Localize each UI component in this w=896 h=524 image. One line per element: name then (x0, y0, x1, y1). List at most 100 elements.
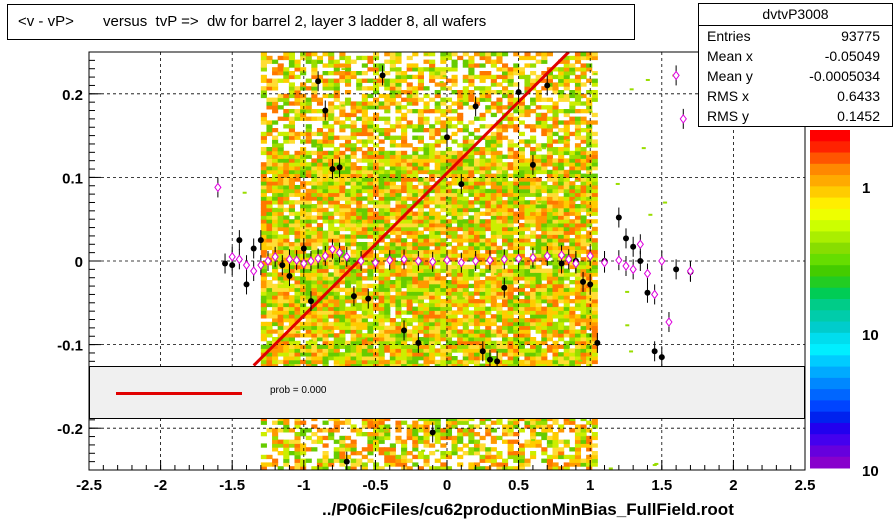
histogram-cell (406, 466, 413, 470)
histogram-cell (435, 449, 440, 452)
histogram-cell (558, 439, 565, 444)
histogram-cell (496, 128, 503, 133)
histogram-cell (356, 325, 363, 330)
histogram-cell (423, 363, 430, 368)
histogram-cell (316, 97, 324, 102)
histogram-cell (558, 139, 565, 144)
histogram-cell (294, 223, 301, 228)
histogram-cell (344, 226, 352, 232)
histogram-cell (417, 306, 424, 311)
histogram-cell (507, 188, 514, 194)
histogram-cell (507, 215, 514, 220)
histogram-cell (395, 52, 402, 57)
histogram-cell (316, 169, 324, 175)
histogram-cell (305, 272, 312, 277)
histogram-cell (502, 333, 509, 338)
histogram-cell (479, 314, 486, 319)
histogram-cell (490, 257, 497, 262)
histogram-cell (333, 169, 340, 175)
histogram-cell (524, 424, 531, 429)
histogram-cell (541, 272, 548, 277)
histogram-cell (574, 147, 582, 152)
histogram-cell (615, 182, 620, 185)
histogram-cell (378, 359, 385, 365)
histogram-cell (591, 238, 598, 243)
histogram-cell (479, 363, 486, 368)
histogram-cell (412, 173, 419, 178)
histogram-cell (586, 124, 593, 129)
histogram-cell (524, 219, 531, 224)
histogram-cell (367, 59, 374, 64)
histogram-cell (417, 314, 424, 319)
histogram-cell (496, 82, 503, 87)
histogram-cell (496, 454, 503, 460)
histogram-cell (277, 67, 284, 72)
histogram-cell (490, 166, 497, 171)
histogram-cell (294, 150, 301, 156)
histogram-cell (378, 128, 385, 133)
histogram-cell (490, 264, 497, 270)
histogram-cell (373, 340, 380, 346)
histogram-cell (356, 196, 363, 201)
histogram-cell (558, 306, 565, 311)
histogram-cell (322, 280, 329, 285)
histogram-cell (591, 173, 598, 178)
histogram-cell (417, 439, 424, 444)
histogram-cell (288, 352, 295, 357)
histogram-cell (322, 139, 329, 144)
histogram-cell (305, 55, 312, 61)
histogram-cell (305, 162, 312, 167)
histogram-cell (586, 447, 593, 452)
histogram-cell (451, 295, 458, 300)
histogram-cell (272, 306, 279, 311)
histogram-cell (591, 55, 598, 61)
histogram-cell (530, 185, 537, 190)
histogram-cell (412, 90, 419, 95)
histogram-cell (389, 139, 396, 144)
histogram-cell (316, 147, 324, 152)
histogram-cell (328, 223, 335, 228)
histogram-cell (384, 348, 391, 353)
histogram-cell (507, 276, 514, 281)
histogram-cell (518, 158, 525, 163)
histogram-cell (574, 131, 582, 137)
histogram-cell (423, 147, 430, 152)
histogram-cell (502, 177, 509, 182)
histogram-cell (384, 291, 391, 296)
histogram-cell (524, 200, 531, 205)
histogram-cell (496, 344, 503, 349)
histogram-cell (462, 264, 469, 270)
histogram-cell (356, 78, 363, 83)
histogram-cell (513, 306, 520, 311)
histogram-cell (490, 348, 497, 353)
histogram-cell (283, 200, 290, 205)
histogram-cell (563, 150, 570, 156)
histogram-cell (373, 291, 380, 296)
histogram-cell (513, 181, 520, 186)
histogram-cell (434, 340, 441, 346)
histogram-cell (361, 337, 366, 340)
histogram-cell (445, 287, 453, 292)
histogram-cell (406, 109, 413, 114)
histogram-cell (316, 268, 324, 273)
histogram-cell (311, 234, 318, 239)
histogram-cell (451, 276, 458, 281)
histogram-cell (440, 299, 447, 304)
histogram-cell (591, 356, 598, 361)
histogram-cell (417, 177, 424, 182)
histogram-cell (350, 147, 357, 152)
histogram-cell (468, 143, 475, 148)
histogram-cell (423, 177, 430, 182)
histogram-cell (546, 154, 553, 159)
histogram-cell (518, 428, 525, 433)
histogram-cell (429, 135, 436, 140)
histogram-cell (378, 276, 385, 281)
histogram-cell (305, 219, 312, 224)
histogram-cell (591, 299, 598, 304)
histogram-cell (322, 272, 329, 277)
histogram-cell (367, 207, 374, 213)
histogram-cell (654, 462, 659, 465)
histogram-cell (333, 458, 340, 463)
histogram-cell (502, 188, 509, 194)
histogram-cell (344, 420, 352, 425)
